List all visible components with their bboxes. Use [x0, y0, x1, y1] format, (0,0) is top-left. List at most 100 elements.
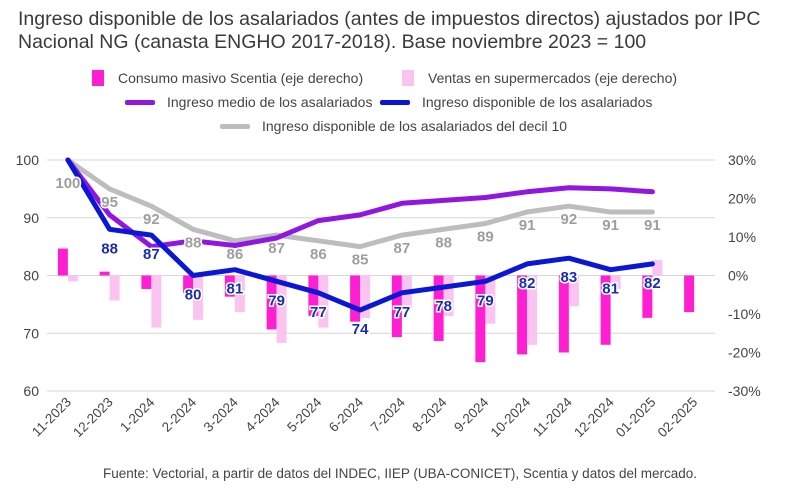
label-decil10: 86	[227, 246, 244, 263]
x-tick-label: 02-2025	[655, 395, 701, 441]
x-tick-label: 8-2024	[409, 394, 450, 435]
line-ingreso-medio	[65, 157, 655, 250]
bar-ventas	[67, 275, 78, 282]
bar-ventas	[610, 275, 621, 289]
left-tick-label: 80	[23, 268, 39, 284]
bar-ventas	[193, 275, 204, 320]
bar-consumo	[141, 275, 152, 289]
label-decil10: 91	[602, 217, 619, 234]
right-tick-label: -10%	[728, 306, 761, 322]
label-ingreso-disp: 74	[352, 321, 369, 338]
label-ingreso-disp: 79	[477, 292, 494, 309]
bar-ventas	[109, 275, 120, 301]
legend-ingreso-medio-label: Ingreso medio de los asalariados	[167, 94, 373, 110]
legend-ingreso-disp: Ingreso disponible de los asalariados	[380, 94, 652, 110]
label-ingreso-disp: 81	[227, 281, 244, 298]
label-ingreso-disp: 77	[310, 304, 327, 321]
x-tick-label: 9-2024	[451, 394, 492, 435]
legend-ingreso-disp-label: Ingreso disponible de los asalariados	[422, 94, 653, 110]
legend-consumo-label: Consumo masivo Scentia (eje derecho)	[118, 70, 364, 86]
right-tick-label: -30%	[728, 383, 761, 399]
label-decil10: 87	[268, 240, 285, 257]
left-tick-label: 100	[16, 152, 40, 168]
label-decil10: 85	[352, 252, 369, 269]
source-note: Fuente: Vectorial, a partir de datos del…	[103, 466, 697, 481]
bar-consumo	[684, 275, 695, 313]
bar-ventas	[568, 275, 579, 307]
x-tick-label: 7-2024	[368, 394, 409, 435]
legend-ventas-label: Ventas en supermercados (eje derecho)	[428, 70, 678, 86]
right-tick-label: 0%	[728, 268, 748, 284]
bar-ventas	[485, 275, 496, 324]
right-tick-label: 20%	[728, 191, 756, 207]
label-decil10: 92	[561, 211, 578, 228]
bar-consumo	[642, 275, 653, 318]
label-ingreso-disp: 78	[435, 298, 452, 315]
x-tick-label: 1-2024	[117, 394, 158, 435]
label-decil10: 89	[477, 229, 494, 246]
bar-consumo	[600, 275, 611, 345]
label-decil10: 91	[519, 217, 536, 234]
x-tick-label: 2-2024	[159, 394, 200, 435]
bar-consumo	[99, 271, 110, 276]
bar-consumo	[308, 275, 319, 316]
label-ingreso-disp: 82	[519, 275, 536, 292]
bar-consumo	[475, 275, 486, 363]
chart-title: Ingreso disponible de los asalariados (a…	[18, 8, 761, 53]
legend-decil10: Ingreso disponible de los asalariados de…	[220, 118, 567, 134]
label-decil10: 86	[310, 246, 327, 263]
x-tick-label: 11-2024	[530, 394, 575, 439]
bar-consumo	[224, 275, 235, 297]
x-tick-label: 6-2024	[326, 394, 367, 435]
label-decil10: 88	[185, 234, 202, 251]
label-decil10: 88	[435, 234, 452, 251]
label-ingreso-disp: 77	[394, 304, 411, 321]
right-tick-label: -20%	[728, 345, 761, 361]
x-tick-label: 5-2024	[284, 394, 325, 435]
right-tick-label: 10%	[728, 229, 756, 245]
legend-decil10-label: Ingreso disponible de los asalariados de…	[262, 118, 568, 134]
legend-consumo-swatch	[92, 70, 104, 86]
bar-ventas	[276, 275, 287, 343]
bar-consumo	[183, 275, 194, 293]
line-ingreso-disp	[65, 157, 655, 313]
bar-ventas	[151, 275, 162, 328]
bar-ventas	[318, 275, 329, 328]
bar-ventas	[234, 275, 245, 313]
x-tick-label: 3-2024	[201, 394, 242, 435]
label-decil10: 95	[101, 194, 118, 211]
label-decil10: 87	[394, 240, 411, 257]
bar-consumo	[433, 275, 444, 341]
bar-consumo	[350, 275, 361, 322]
line-decil10	[65, 157, 655, 250]
bar-ventas	[527, 275, 538, 345]
legend-ingreso-disp-swatch	[380, 99, 410, 105]
bar-ventas	[360, 275, 371, 318]
label-ingreso-disp: 80	[185, 287, 202, 304]
bar-consumo	[558, 275, 569, 353]
bar-ventas	[652, 260, 663, 276]
bar-ventas	[443, 275, 454, 316]
bar-consumo	[266, 275, 277, 330]
label-ingreso-disp: 81	[602, 281, 619, 298]
bar-consumo	[517, 275, 528, 355]
label-ingreso-disp: 79	[268, 292, 285, 309]
x-tick-label: 10-2024	[488, 394, 534, 440]
label-decil10: 100	[55, 175, 80, 192]
label-decil10: 92	[143, 211, 160, 228]
x-tick-label: 12-2023	[70, 395, 116, 441]
label-ingreso-disp: 82	[644, 275, 661, 292]
legend-decil10-swatch	[220, 123, 250, 129]
label-ingreso-disp: 87	[143, 246, 160, 263]
label-decil10: 91	[644, 217, 661, 234]
x-tick-label: 11-2023	[29, 395, 74, 440]
x-tick-label: 4-2024	[242, 394, 283, 435]
x-tick-label: 01-2025	[613, 395, 659, 441]
legend-ventas: Ventas en supermercados (eje derecho)	[402, 70, 677, 86]
label-ingreso-disp: 83	[561, 269, 578, 286]
label-ingreso-disp: 88	[101, 240, 118, 257]
bar-consumo	[57, 248, 68, 276]
legend-consumo: Consumo masivo Scentia (eje derecho)	[92, 70, 363, 86]
left-tick-label: 60	[23, 383, 39, 399]
